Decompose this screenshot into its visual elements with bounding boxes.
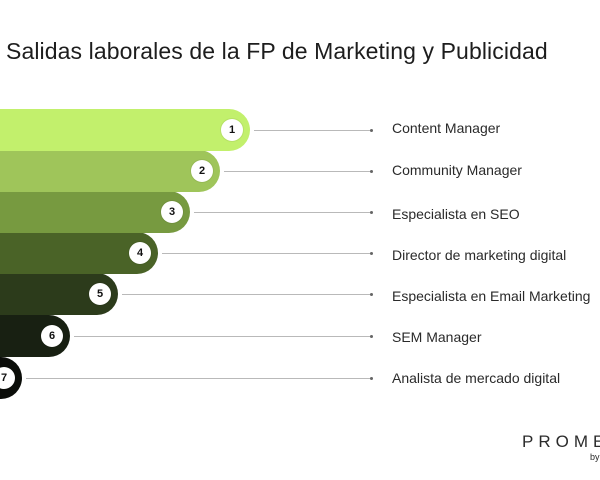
leader-line	[224, 170, 373, 173]
job-label: Analista de mercado digital	[392, 370, 561, 386]
page-title: Salidas laborales de la FP de Marketing …	[6, 38, 548, 64]
job-label: SEM Manager	[392, 329, 482, 345]
job-label: Community Manager	[392, 162, 522, 178]
job-label: Especialista en Email Marketing	[392, 288, 591, 304]
leader-line	[194, 211, 373, 214]
leader-line	[254, 129, 373, 132]
leader-line	[26, 377, 373, 380]
job-label: Director de marketing digital	[392, 247, 567, 263]
brand-logo: PROME	[522, 432, 600, 451]
leader-line	[122, 293, 373, 296]
funnel-bar-3	[0, 191, 190, 233]
step-number-badge: 5	[89, 283, 111, 305]
brand-logo-sub: by	[590, 452, 600, 462]
step-number-badge: 6	[41, 325, 63, 347]
leader-line	[162, 252, 373, 255]
funnel-bar-1	[0, 109, 250, 151]
job-label: Especialista en SEO	[392, 206, 520, 222]
funnel-bar-2	[0, 150, 220, 192]
step-number-badge: 2	[191, 160, 213, 182]
job-label: Content Manager	[392, 120, 501, 136]
step-number-badge: 7	[0, 367, 15, 389]
leader-line	[74, 335, 373, 338]
step-number-badge: 4	[129, 242, 151, 264]
step-number-badge: 3	[161, 201, 183, 223]
step-number-badge: 1	[221, 119, 243, 141]
